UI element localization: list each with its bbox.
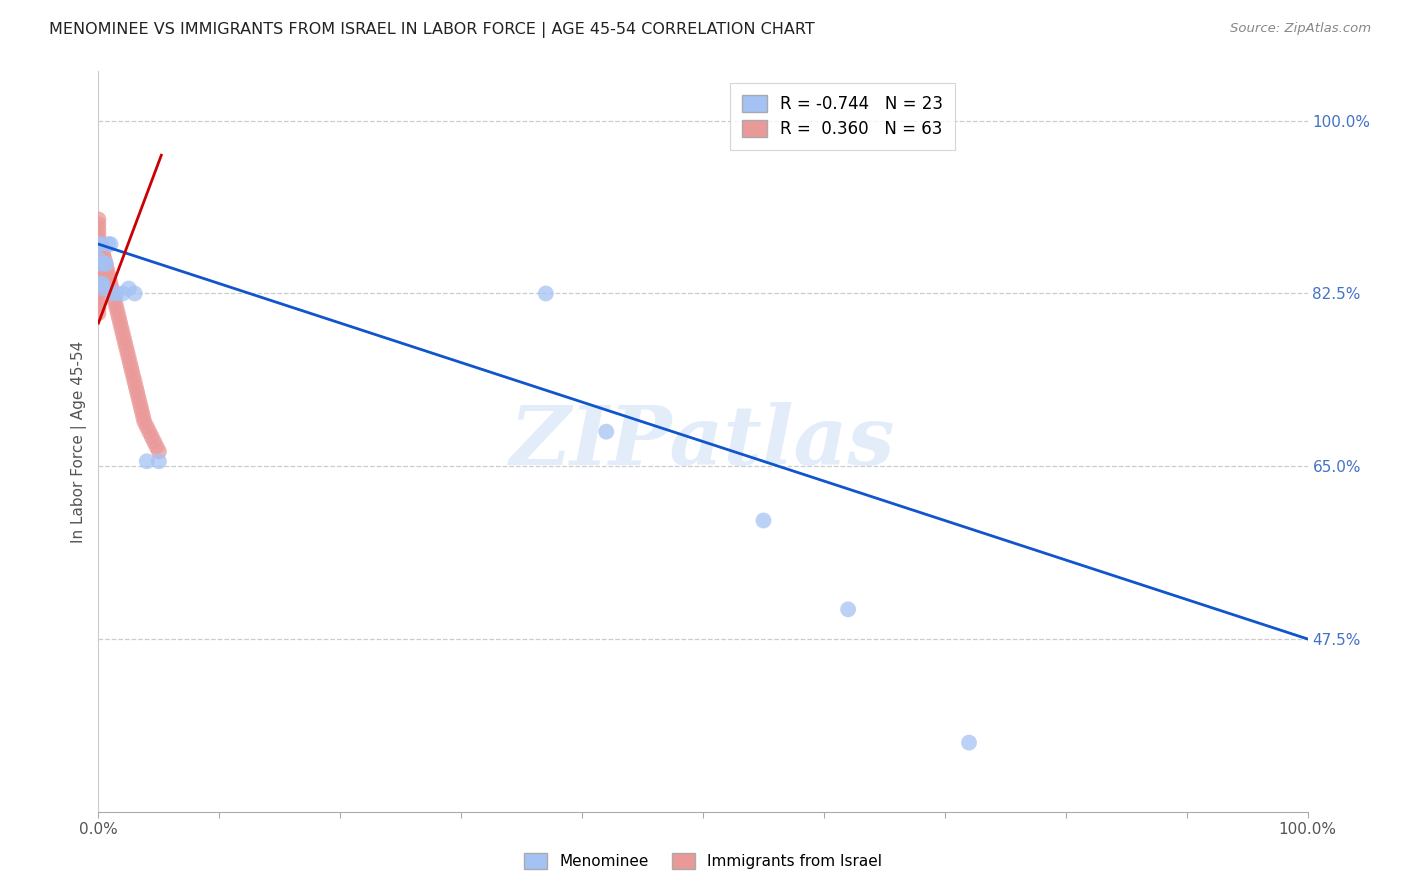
Point	[91, 281, 114, 295]
Point	[105, 301, 128, 316]
Point	[87, 252, 110, 266]
Point	[87, 267, 110, 281]
Point	[94, 257, 117, 271]
Point	[118, 281, 141, 295]
Point	[87, 306, 110, 320]
Point	[108, 316, 131, 330]
Point	[125, 380, 148, 394]
Point	[87, 212, 110, 227]
Point	[87, 296, 110, 310]
Point	[90, 237, 112, 252]
Point	[87, 301, 110, 316]
Point	[135, 419, 157, 434]
Point	[122, 370, 145, 384]
Point	[87, 252, 110, 266]
Text: MENOMINEE VS IMMIGRANTS FROM ISRAEL IN LABOR FORCE | AGE 45-54 CORRELATION CHART: MENOMINEE VS IMMIGRANTS FROM ISRAEL IN L…	[49, 22, 815, 38]
Point	[94, 257, 117, 271]
Point	[143, 434, 166, 449]
Legend: Menominee, Immigrants from Israel: Menominee, Immigrants from Israel	[517, 847, 889, 875]
Point	[87, 261, 110, 276]
Legend: R = -0.744   N = 23, R =  0.360   N = 63: R = -0.744 N = 23, R = 0.360 N = 63	[730, 83, 955, 150]
Point	[87, 286, 110, 301]
Point	[595, 425, 617, 439]
Point	[120, 360, 142, 375]
Point	[129, 400, 152, 414]
Point	[111, 326, 134, 340]
Point	[89, 237, 111, 252]
Text: Source: ZipAtlas.com: Source: ZipAtlas.com	[1230, 22, 1371, 36]
Point	[87, 227, 110, 242]
Point	[124, 286, 146, 301]
Point	[534, 286, 557, 301]
Point	[100, 281, 122, 295]
Point	[118, 351, 141, 365]
Point	[138, 425, 160, 439]
Point	[87, 237, 110, 252]
Point	[108, 311, 131, 326]
Point	[87, 257, 110, 271]
Point	[118, 355, 141, 369]
Point	[135, 454, 157, 468]
Point	[87, 271, 110, 285]
Point	[100, 277, 122, 291]
Point	[111, 286, 134, 301]
Point	[112, 331, 135, 345]
Point	[104, 296, 127, 310]
Point	[91, 247, 114, 261]
Point	[132, 409, 155, 424]
Point	[134, 415, 156, 429]
Point	[101, 286, 124, 301]
Point	[101, 286, 124, 301]
Point	[87, 281, 110, 295]
Point	[752, 514, 775, 528]
Point	[957, 736, 980, 750]
Point	[107, 306, 129, 320]
Point	[131, 405, 153, 419]
Point	[87, 232, 110, 246]
Point	[117, 345, 139, 359]
Point	[148, 444, 170, 458]
Point	[97, 267, 120, 281]
Point	[837, 602, 859, 616]
Point	[141, 429, 163, 443]
Point	[124, 376, 146, 390]
Point	[121, 366, 143, 380]
Point	[148, 454, 170, 468]
Point	[115, 341, 138, 355]
Point	[90, 277, 112, 291]
Point	[96, 261, 118, 276]
Point	[87, 292, 110, 306]
Point	[97, 237, 120, 252]
Point	[91, 277, 114, 291]
Point	[87, 257, 110, 271]
Point	[87, 218, 110, 232]
Point	[87, 277, 110, 291]
Point	[93, 257, 115, 271]
Point	[91, 242, 114, 256]
Point	[87, 242, 110, 256]
Point	[103, 292, 125, 306]
Point	[100, 237, 122, 252]
Point	[127, 390, 149, 404]
Text: ZIPatlas: ZIPatlas	[510, 401, 896, 482]
Point	[87, 237, 110, 252]
Y-axis label: In Labor Force | Age 45-54: In Labor Force | Age 45-54	[72, 341, 87, 542]
Point	[114, 335, 136, 350]
Point	[87, 222, 110, 236]
Point	[145, 440, 167, 454]
Point	[105, 286, 128, 301]
Point	[110, 321, 132, 335]
Point	[98, 271, 121, 285]
Point	[93, 252, 115, 266]
Point	[128, 395, 150, 409]
Point	[87, 247, 110, 261]
Point	[127, 385, 149, 400]
